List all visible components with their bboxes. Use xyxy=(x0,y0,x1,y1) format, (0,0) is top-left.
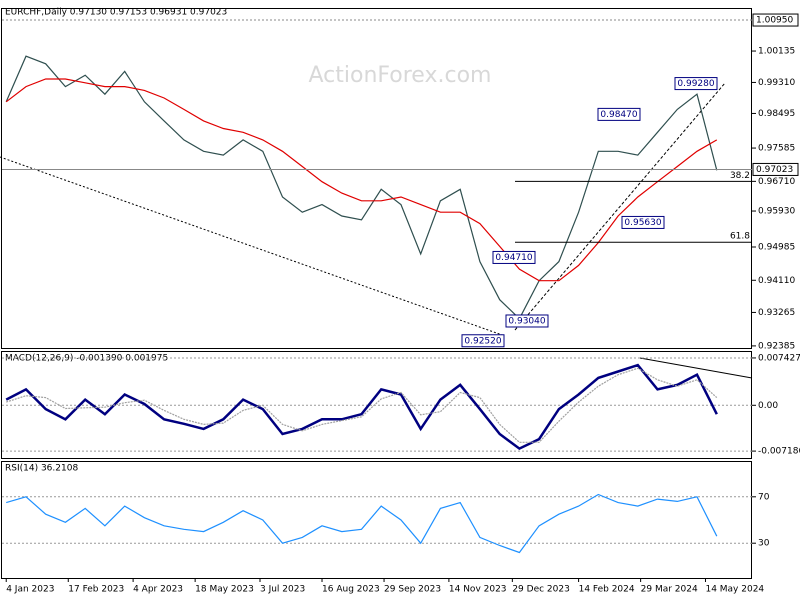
price-level-box xyxy=(752,13,799,27)
x-tick-label: 29 Sep 2023 xyxy=(384,585,441,595)
fib-label: 38.2 xyxy=(730,171,750,181)
annotation-label: 0.98470 xyxy=(600,110,637,120)
y-tick-label: 0.98495 xyxy=(758,109,795,119)
rsi-title: RSI(14) 36.2108 xyxy=(5,464,78,474)
annotation-box xyxy=(461,334,505,348)
annotation-box xyxy=(505,314,549,328)
y-tick-label: 0.007427 xyxy=(758,353,800,363)
x-tick-label: 14 Feb 2024 xyxy=(579,585,635,595)
y-tick-label: 0.94985 xyxy=(758,242,795,252)
y-tick-label: 30 xyxy=(758,539,770,549)
price-panel xyxy=(1,8,752,349)
series-line xyxy=(6,493,718,554)
x-tick-label: 3 Jul 2023 xyxy=(260,585,305,595)
annotation-label: 0.99280 xyxy=(677,79,714,89)
annotation-label: 0.95630 xyxy=(624,218,661,228)
x-tick-label: 17 Feb 2023 xyxy=(68,585,124,595)
annotation-box xyxy=(674,77,718,91)
annotation-label: 0.94710 xyxy=(495,253,532,263)
x-tick-label: 29 Dec 2023 xyxy=(512,585,570,595)
x-tick-label: 14 Nov 2023 xyxy=(449,585,507,595)
price-level-label: 1.00950 xyxy=(756,16,793,26)
series-line xyxy=(5,55,718,320)
x-tick-label: 14 May 2024 xyxy=(705,585,764,595)
macd-title: MACD(12,26,9) -0.001390 0.001975 xyxy=(5,354,168,364)
y-tick-label: 0.94110 xyxy=(758,276,795,286)
y-tick-label: 0.97585 xyxy=(758,144,795,154)
y-tick-label: 0.93265 xyxy=(758,308,795,318)
price-level-label: 0.97023 xyxy=(756,165,793,175)
y-tick-label: 0.00 xyxy=(758,401,778,411)
trend-line xyxy=(514,82,726,331)
macd-trend-line xyxy=(639,357,753,379)
watermark: ActionForex.com xyxy=(309,63,492,88)
x-tick-label: 16 Aug 2023 xyxy=(322,585,380,595)
y-tick-label: -0.007186 xyxy=(758,447,800,457)
fib-label: 61.8 xyxy=(730,232,750,242)
series-line xyxy=(6,367,718,443)
annotation-box xyxy=(621,215,665,229)
annotation-label: 0.92520 xyxy=(464,336,501,346)
x-tick-label: 29 Mar 2024 xyxy=(641,585,698,595)
y-tick-label: 0.99310 xyxy=(758,78,795,88)
annotation-box xyxy=(597,107,641,121)
y-tick-label: 0.95930 xyxy=(758,207,795,217)
x-tick-label: 18 May 2023 xyxy=(195,585,254,595)
y-tick-label: 70 xyxy=(758,492,770,502)
trend-line xyxy=(0,156,506,337)
rsi-panel xyxy=(1,461,752,579)
annotation-box xyxy=(492,250,536,264)
x-tick-label: 4 Jan 2023 xyxy=(6,585,54,595)
y-tick-label: 0.92385 xyxy=(758,341,795,351)
chart-title: EURCHF,Daily 0.97130 0.97153 0.96931 0.9… xyxy=(5,8,227,18)
y-tick-label: 1.00135 xyxy=(758,47,795,57)
series-line xyxy=(5,363,718,451)
price-level-box xyxy=(752,162,799,176)
annotation-label: 0.93040 xyxy=(508,316,545,326)
x-tick-label: 4 Apr 2023 xyxy=(133,585,183,595)
y-tick-label: 0.96710 xyxy=(758,177,795,187)
